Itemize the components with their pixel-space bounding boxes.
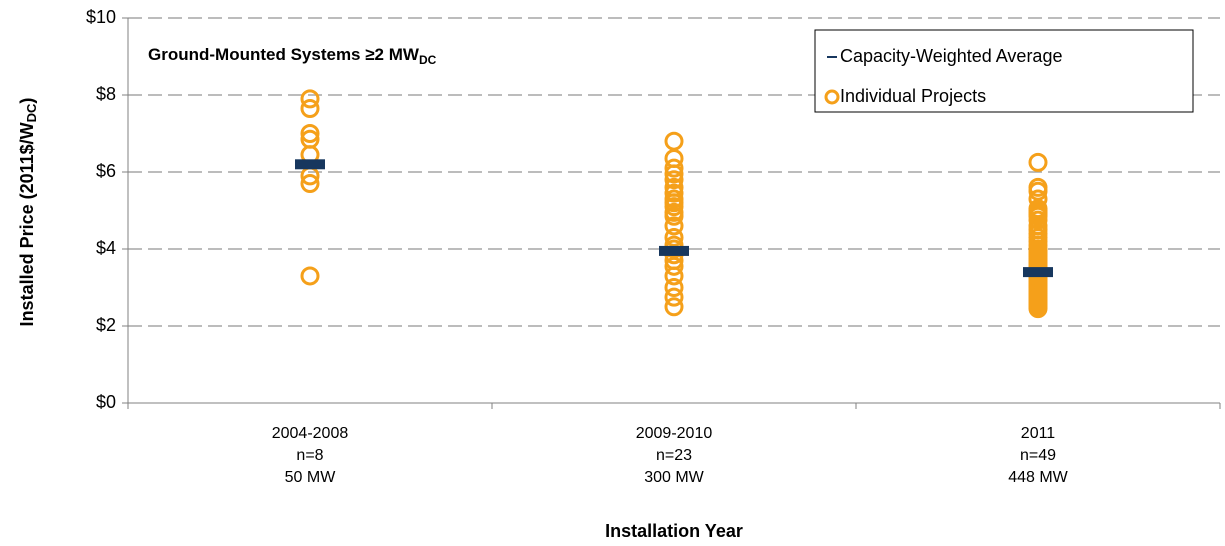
project-point [664, 297, 684, 317]
ylabel-sub: DC [24, 103, 39, 122]
x-tick-label: n=8 [296, 447, 323, 464]
project-point [300, 89, 320, 109]
x-tick-label: 300 MW [644, 469, 704, 486]
project-point [664, 206, 684, 226]
project-point [664, 170, 684, 190]
x-tick-label: 2011 [1021, 425, 1056, 442]
legend-box [814, 29, 1194, 113]
y-tick-label: $6 [96, 161, 116, 181]
project-point [664, 287, 684, 307]
x-tick-label: n=49 [1020, 447, 1056, 464]
project-point [664, 256, 684, 276]
project-point [664, 164, 684, 184]
title-main: Ground-Mounted Systems ≥2 MW [148, 45, 420, 64]
project-point [300, 124, 320, 143]
y-tick-label: $0 [96, 392, 116, 412]
legend-label: Capacity-Weighted Average [840, 46, 1062, 66]
x-tick-label: 2004-2008 [272, 425, 349, 442]
project-point [300, 98, 320, 118]
x-tick-label: 2009-2010 [636, 425, 713, 442]
x-tick-label: 50 MW [285, 469, 337, 486]
project-point [664, 266, 684, 286]
project-point [1028, 299, 1048, 319]
average-mark [295, 159, 325, 170]
project-point [664, 197, 684, 217]
legend-label: Individual Projects [840, 86, 986, 106]
average-mark [659, 245, 689, 256]
ylabel-end: ) [17, 98, 37, 104]
average-mark [1023, 267, 1053, 278]
project-point [300, 266, 320, 286]
y-tick-label: $10 [86, 7, 116, 27]
y-axis-label: Installed Price (2011$/WDC) [17, 98, 40, 327]
ylabel-main: Installed Price (2011$/W [17, 122, 37, 326]
project-point [664, 131, 684, 151]
project-point [1028, 152, 1048, 172]
x-tick-label: n=23 [656, 447, 692, 464]
y-tick-label: $2 [96, 315, 116, 335]
x-tick-label: 448 MW [1008, 469, 1068, 486]
legend-marker [824, 89, 840, 105]
y-tick-label: $4 [96, 238, 116, 258]
project-point [300, 174, 320, 194]
title-sub: DC [419, 53, 437, 67]
project-point [664, 158, 684, 178]
y-tick-label: $8 [96, 84, 116, 104]
project-point [664, 216, 684, 236]
project-point [664, 183, 684, 203]
chart-title: Ground-Mounted Systems ≥2 MWDC [148, 45, 437, 67]
x-axis-label: Installation Year [605, 521, 743, 541]
project-point [664, 278, 684, 297]
